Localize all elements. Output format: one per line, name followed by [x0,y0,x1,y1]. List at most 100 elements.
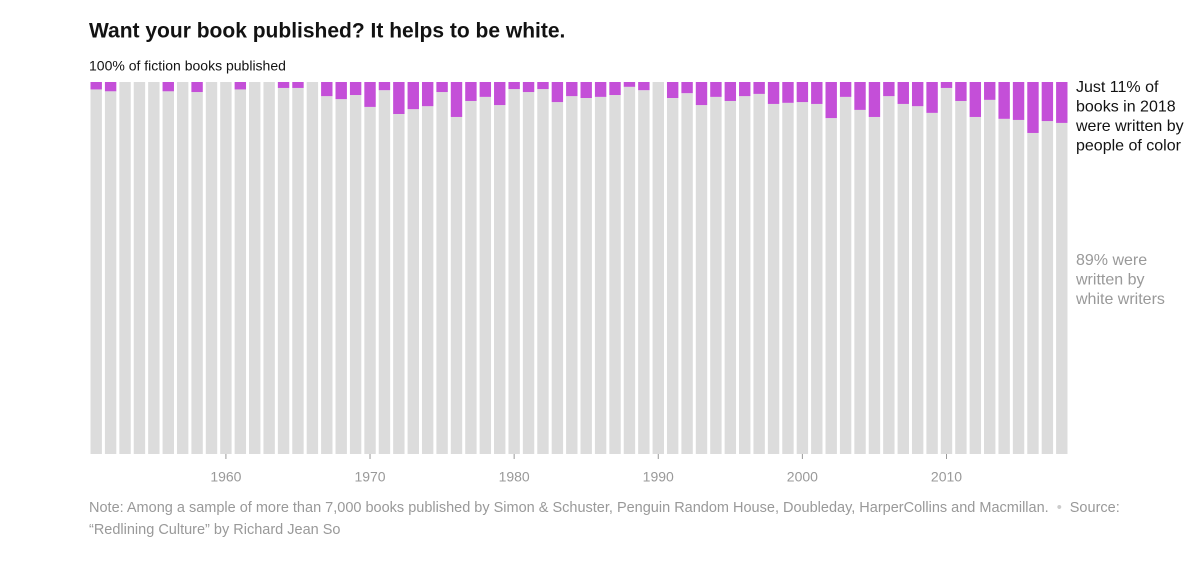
footnote: Note: Among a sample of more than 7,000 … [89,497,1169,541]
bar-segment [90,82,102,90]
x-tick-label: 1980 [499,469,530,485]
x-tick-label: 1990 [643,469,674,485]
bar-segment [623,86,636,454]
bar-segment [839,96,852,454]
bar-segment [522,92,535,454]
bar-segment [710,96,722,454]
bar-segment [594,82,607,97]
bar-segment [883,96,895,455]
x-tick-label: 2010 [931,469,962,485]
bar-segment [695,82,708,106]
bar-segment [393,113,405,454]
bar-segment [162,91,174,455]
bar-segment [638,90,650,455]
bar-segment [1012,119,1025,454]
bar-segment [436,82,448,93]
bar-segment [335,82,347,100]
bar-segment [321,82,333,97]
bar-segment [220,82,232,454]
source: Source: “Redlining Culture” by Richard J… [89,500,1120,538]
bar-segment [148,82,160,454]
chart-title: Want your book published? It helps to be… [89,20,565,43]
bar-segment [321,96,333,455]
bar-segment [277,82,290,88]
bar-segment [782,82,794,103]
bar-segment [767,82,780,104]
bar-segment [984,82,996,100]
bar-segment [1056,82,1068,123]
bar-segment [249,82,261,454]
bar-segment [796,102,809,454]
bar-segment [623,82,636,87]
bar-segment [162,82,174,92]
bar-segment [349,95,362,455]
bar-segment [969,116,982,454]
bar-segment [666,82,679,98]
bar-segment [739,82,751,97]
bar-segment [104,82,117,92]
annotation: 89% were [1076,252,1147,269]
bar-segment [955,82,967,101]
bar-segment [911,106,924,455]
bar-segment [566,96,578,455]
bar-segment [1027,82,1039,133]
x-tick-label: 1970 [354,469,385,485]
bar-segment [811,103,823,454]
bar-segment [681,82,693,94]
bar-segment [1041,82,1054,122]
bar-segment [191,92,203,454]
bar-segment [234,82,247,90]
bar-segment [119,82,131,454]
bar-segment [522,82,535,93]
bar-segment [825,118,837,455]
bar-segment [508,82,520,90]
bar-segment [1041,121,1054,454]
bar-segment [537,82,549,90]
bar-segment [393,82,405,114]
bar-segment [724,82,737,101]
bar-segment [292,82,304,88]
bar-segment [494,82,506,106]
bar-segment [421,106,434,455]
annotation: Just 11% of [1076,79,1159,96]
bar-segment [940,82,953,88]
bar-segment [104,91,117,455]
bar-segment [594,96,607,454]
bar-segment [926,82,938,113]
x-tick-label: 2000 [787,469,818,485]
annotation: were written by [1075,118,1184,135]
bar-segment [407,109,419,454]
bar-segment [335,99,347,454]
bar-segment [234,89,247,454]
bar-segment [724,100,737,455]
bar-segment [911,82,924,107]
bar-segment [205,82,218,454]
bar-segment [753,82,765,94]
y-axis-label: 100% of fiction books published [89,58,286,74]
bar-segment [839,82,852,97]
bar-segment [436,92,448,454]
bar-segment [378,90,391,455]
bar-segment [796,82,809,103]
note: Note: Among a sample of more than 7,000 … [89,500,1049,516]
bar-segment [767,103,780,454]
bar-segment [695,105,708,455]
bar-segment [652,82,664,454]
bar-segment [450,82,463,117]
bar-segment [551,82,564,103]
bar-segment [263,82,275,454]
bar-segment [349,82,362,96]
bar-segment [292,87,304,455]
bar-segment [364,106,376,454]
bar-segment [378,82,391,91]
bar-segment [868,116,881,454]
bar-segment [551,102,564,454]
bar-segment [537,89,549,455]
bar-segment [782,102,794,454]
annotation: white writers [1075,291,1165,308]
bar-segment [508,89,520,455]
bar-segment [955,100,967,455]
bar-segment [277,87,290,455]
bar-segment [739,96,751,455]
